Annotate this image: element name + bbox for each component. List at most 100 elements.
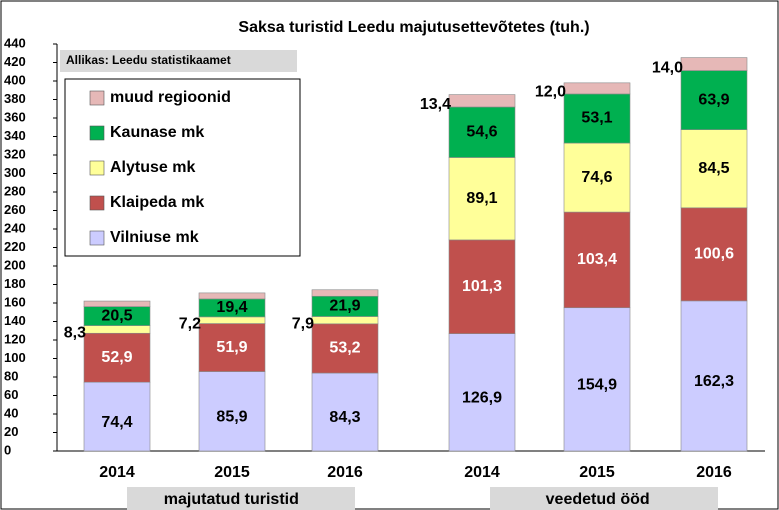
- data-label: 74,4: [101, 414, 132, 431]
- data-label: 101,3: [462, 278, 502, 295]
- x-tick-label: 2015: [579, 464, 615, 481]
- y-tick-label: 180: [4, 276, 26, 291]
- bar-segment: [198, 316, 266, 324]
- source-box: [60, 50, 297, 72]
- data-label: 53,1: [581, 110, 612, 127]
- legend-swatch: [89, 230, 105, 246]
- bar-segment: [311, 323, 379, 374]
- bar-segment: [563, 211, 631, 309]
- bar-segment: [680, 207, 748, 302]
- data-label: 52,9: [101, 349, 132, 366]
- data-label: 12,0: [535, 84, 566, 101]
- legend-swatch: [89, 160, 105, 176]
- data-label: 13,4: [420, 96, 451, 113]
- y-tick-label: 320: [4, 146, 26, 161]
- y-tick-label: 260: [4, 202, 26, 217]
- y-tick-label: 160: [4, 294, 26, 309]
- legend-swatch: [89, 90, 105, 106]
- legend-label: Kaunase mk: [110, 124, 204, 141]
- bar-segment: [680, 300, 748, 452]
- y-tick-label: 440: [4, 35, 26, 50]
- y-tick-label: 220: [4, 239, 26, 254]
- bar-segment: [448, 239, 516, 334]
- bar-segment: [563, 307, 631, 452]
- y-tick-label: 400: [4, 72, 26, 87]
- bar-segment: [563, 142, 631, 213]
- legend-label: muud regioonid: [110, 89, 231, 106]
- data-label: 7,9: [292, 315, 314, 332]
- bar-segment: [448, 94, 516, 108]
- y-tick-label: 200: [4, 257, 26, 272]
- data-label: 51,9: [216, 339, 247, 356]
- x-tick-label: 2014: [99, 464, 135, 481]
- bar-segment: [311, 316, 379, 325]
- legend-swatch: [89, 195, 105, 211]
- y-tick-label: 100: [4, 350, 26, 365]
- bar-segment: [680, 70, 748, 130]
- y-tick-label: 300: [4, 165, 26, 180]
- y-tick-label: 0: [4, 442, 11, 457]
- group-label: majutatud turistid: [164, 491, 299, 508]
- group-label: veedetud ööd: [546, 491, 650, 508]
- data-label: 20,5: [101, 307, 132, 324]
- legend-label: Klaipeda mk: [110, 194, 204, 211]
- bar-segment: [448, 106, 516, 158]
- bar-segment: [198, 323, 266, 372]
- data-label: 7,2: [179, 315, 201, 332]
- y-tick-label: 240: [4, 220, 26, 235]
- x-tick-label: 2016: [696, 464, 732, 481]
- bar-segment: [83, 300, 151, 307]
- bar-segment: [198, 371, 266, 452]
- data-label: 14,0: [652, 59, 683, 76]
- legend-swatch: [89, 125, 105, 141]
- bar-segment: [680, 129, 748, 209]
- bar-segment: [311, 289, 379, 297]
- data-label: 53,2: [329, 340, 360, 357]
- data-label: 84,3: [329, 409, 360, 426]
- bar-segment: [448, 157, 516, 241]
- bar-segment: [563, 93, 631, 144]
- data-label: 8,3: [64, 325, 86, 342]
- data-label: 21,9: [329, 298, 360, 315]
- source: Allikas: Leedu statistikaamet: [66, 53, 231, 67]
- chart-title: Saksa turistid Leedu majutusettevõtetes …: [238, 19, 589, 36]
- x-tick-label: 2014: [464, 464, 500, 481]
- data-label: 84,5: [698, 160, 729, 177]
- bar-segment: [83, 381, 151, 452]
- legend-label: Vilniuse mk: [110, 229, 199, 246]
- y-tick-label: 80: [4, 368, 18, 383]
- y-tick-label: 380: [4, 91, 26, 106]
- group-box: [127, 487, 355, 510]
- data-label: 126,9: [462, 390, 502, 407]
- y-tick-label: 60: [4, 387, 18, 402]
- y-tick-label: 280: [4, 183, 26, 198]
- data-label: 54,6: [466, 123, 497, 140]
- x-tick-label: 2016: [327, 464, 363, 481]
- bar-segment: [448, 333, 516, 452]
- bar-segment: [563, 82, 631, 95]
- data-label: 100,6: [694, 246, 734, 263]
- data-label: 162,3: [694, 373, 734, 390]
- data-label: 19,4: [216, 299, 247, 316]
- y-tick-label: 120: [4, 331, 26, 346]
- data-label: 154,9: [577, 377, 617, 394]
- y-tick-label: 20: [4, 424, 18, 439]
- data-label: 89,1: [466, 190, 497, 207]
- data-label: 74,6: [581, 169, 612, 186]
- bar-segment: [83, 332, 151, 383]
- bar-segment: [680, 57, 748, 71]
- legend-label: Alytuse mk: [110, 159, 195, 176]
- group-box: [490, 487, 718, 510]
- y-tick-label: 360: [4, 109, 26, 124]
- y-tick-label: 340: [4, 128, 26, 143]
- bar-segment: [83, 325, 151, 334]
- y-tick-label: 140: [4, 313, 26, 328]
- bar-segment: [198, 292, 266, 300]
- data-label: 85,9: [216, 408, 247, 425]
- x-tick-label: 2015: [214, 464, 250, 481]
- y-tick-label: 420: [4, 54, 26, 69]
- data-label: 103,4: [577, 251, 617, 268]
- data-label: 63,9: [698, 91, 729, 108]
- y-tick-label: 40: [4, 405, 18, 420]
